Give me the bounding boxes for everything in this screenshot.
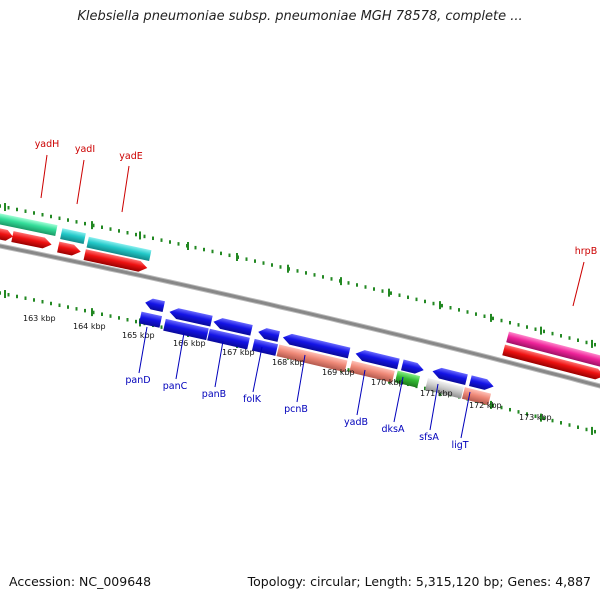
gene-leader-line [460, 391, 471, 439]
gene-leader-line [121, 165, 130, 213]
gene-labels-layer: 163 kbp 164 kbp 165 kbp 166 kbp 167 kbp 168 k… [23, 139, 597, 451]
gene-feature-red-shape [83, 249, 148, 272]
gene-feature-blue-shape [258, 328, 280, 342]
gene-feature-salmon[interactable] [349, 360, 395, 383]
scale-tick-label: 173 kbp [519, 413, 552, 422]
gene-feature-teal-shape [60, 228, 86, 244]
gene-feature-blue-shape [145, 298, 165, 313]
gene-feature-teal[interactable] [86, 236, 152, 262]
gene-leader-line [429, 383, 439, 431]
gene-leader-line [138, 326, 148, 374]
gene-label-yadE[interactable]: yadE [119, 151, 142, 162]
gene-feature-blue-shape [163, 318, 209, 341]
gene-feature-mint[interactable] [0, 212, 58, 236]
scale-tick-label: 164 kbp [73, 322, 106, 331]
scale-tick-label: 165 kbp [122, 331, 155, 340]
page-title: Klebsiella pneumoniae subsp. pneumoniae … [77, 9, 523, 24]
gene-feature-blue[interactable] [212, 316, 253, 336]
gene-feature-blue[interactable] [257, 326, 280, 342]
gene-feature-blue[interactable] [138, 311, 163, 328]
gene-feature-blue-shape [401, 359, 424, 374]
gene-label-sfsA[interactable]: sfsA [419, 432, 439, 443]
gene-leader-line [393, 376, 404, 423]
gene-feature-teal[interactable] [60, 228, 86, 244]
gene-leader-line [175, 332, 185, 380]
gene-label-hrpB[interactable]: hrpB [575, 246, 597, 257]
gene-feature-blue-shape [251, 338, 279, 356]
gene-features-layer [0, 212, 600, 406]
gene-feature-blue[interactable] [144, 297, 165, 313]
gene-feature-red[interactable] [83, 249, 149, 273]
gene-leader-line [572, 261, 585, 307]
gene-label-yadI[interactable]: yadI [75, 144, 95, 155]
gene-feature-blue-shape [138, 311, 163, 328]
gene-feature-salmon-shape [349, 360, 395, 383]
gene-feature-blue-shape [355, 350, 400, 370]
gene-feature-blue[interactable] [354, 348, 400, 370]
gene-label-ligT[interactable]: ligT [451, 440, 468, 451]
gene-label-pcnB[interactable]: pcnB [284, 404, 308, 415]
gene-label-panB[interactable]: panB [202, 389, 226, 400]
gene-feature-mint-shape [0, 212, 58, 236]
gene-feature-blue-shape [432, 367, 468, 386]
gene-leader-line [214, 340, 224, 388]
scale-tick-label: 166 kbp [173, 339, 206, 348]
gene-leader-line [296, 354, 306, 403]
gene-leader-line [252, 346, 263, 393]
gene-feature-red[interactable] [57, 241, 82, 257]
gene-feature-pink-shape [506, 331, 600, 368]
genome-backbone [0, 244, 600, 388]
gene-label-yadB[interactable]: yadB [344, 417, 368, 428]
gene-feature-blue-shape [469, 375, 494, 390]
gene-feature-salmon-shape [276, 344, 348, 373]
gene-feature-blue[interactable] [207, 328, 250, 350]
scale-tick-label: 169 kbp [322, 368, 355, 377]
gene-feature-gray[interactable] [425, 378, 464, 399]
scale-tick-label: 163 kbp [23, 314, 56, 323]
gene-feature-red-shape [11, 231, 52, 249]
gene-label-dksA[interactable]: dksA [382, 424, 405, 435]
gene-feature-blue[interactable] [469, 375, 495, 392]
gene-feature-pink[interactable] [506, 331, 600, 368]
gene-feature-red-shape [57, 241, 81, 256]
gene-label-panD[interactable]: panD [125, 375, 150, 386]
gene-feature-red[interactable] [11, 231, 52, 250]
gene-feature-blue[interactable] [163, 318, 209, 341]
gene-leader-line [76, 159, 85, 205]
gene-feature-blue[interactable] [431, 366, 468, 386]
gene-label-panC[interactable]: panC [163, 381, 188, 392]
gene-label-yadH[interactable]: yadH [35, 139, 60, 150]
scale-tick-label: 172 kbp [469, 401, 502, 410]
gene-feature-salmon[interactable] [276, 344, 348, 373]
gene-feature-blue-shape [207, 328, 250, 350]
gene-feature-blue-shape [282, 333, 351, 359]
gene-feature-red-shape [502, 344, 600, 380]
gene-feature-red-shape [0, 227, 13, 241]
gene-leader-line [356, 369, 366, 416]
gene-feature-blue[interactable] [168, 306, 213, 327]
backbone-layer [0, 243, 600, 389]
gene-feature-blue-shape [169, 308, 213, 327]
scale-tick-label: 168 kbp [272, 358, 305, 367]
scale-tick-label: 170 kbp [371, 378, 404, 387]
scale-tick-label: 167 kbp [222, 348, 255, 357]
gene-feature-blue[interactable] [401, 359, 425, 376]
gene-feature-blue[interactable] [251, 338, 279, 356]
gene-label-folK[interactable]: folK [243, 394, 262, 405]
gene-feature-teal-shape [86, 236, 152, 262]
gene-feature-salmon-shape [461, 387, 492, 406]
gene-feature-salmon[interactable] [461, 387, 492, 406]
accession-text: Accession: NC_009648 [9, 574, 152, 589]
topology-text: Topology: circular; Length: 5,315,120 bp… [247, 574, 591, 589]
gene-feature-blue[interactable] [282, 332, 351, 359]
gene-feature-red[interactable] [0, 227, 14, 242]
gene-leader-line [40, 154, 48, 199]
gene-feature-red[interactable] [502, 344, 600, 382]
gene-feature-gray-shape [425, 378, 464, 399]
gene-feature-blue-shape [213, 318, 253, 336]
